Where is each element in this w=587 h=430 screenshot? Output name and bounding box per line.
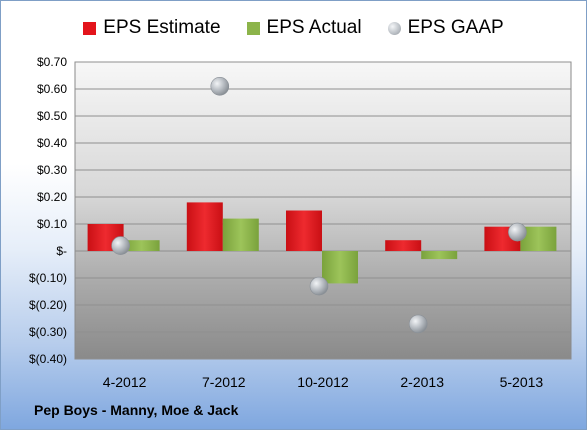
plot-area <box>74 61 572 360</box>
x-tick-label: 2-2013 <box>400 374 444 390</box>
legend-item-eps-estimate: EPS Estimate <box>83 17 221 39</box>
y-tick-label: $0.70 <box>37 55 67 69</box>
legend-label-eps-actual: EPS Actual <box>266 17 362 38</box>
point-eps-gaap <box>210 77 230 96</box>
x-tick-label: 10-2012 <box>297 374 349 390</box>
legend-label-eps-estimate: EPS Estimate <box>103 17 221 38</box>
bar-eps-estimate <box>385 240 422 251</box>
legend-item-eps-gaap: EPS GAAP <box>387 17 504 39</box>
y-tick-label: $0.10 <box>37 217 67 231</box>
x-tick-label: 4-2012 <box>103 374 147 390</box>
x-tick-label: 5-2013 <box>500 374 544 390</box>
y-tick-label: $0.20 <box>37 190 67 204</box>
bar-eps-estimate <box>186 202 223 251</box>
bar-eps-actual <box>421 251 458 260</box>
legend-swatch-eps-actual <box>246 21 260 35</box>
y-tick-label: $(0.10) <box>29 271 67 285</box>
bar-eps-estimate <box>286 210 322 251</box>
legend: EPS Estimate EPS Actual EPS GAAP <box>1 13 586 43</box>
y-tick-label: $(0.30) <box>29 325 67 339</box>
point-eps-gaap <box>111 236 130 255</box>
legend-label-eps-gaap: EPS GAAP <box>407 17 504 38</box>
x-tick-label: 7-2012 <box>202 374 246 390</box>
point-eps-gaap <box>408 314 428 334</box>
bar-eps-actual <box>222 218 259 251</box>
legend-swatch-eps-estimate <box>83 21 97 35</box>
y-tick-label: $- <box>56 244 67 258</box>
point-eps-gaap <box>309 276 329 296</box>
point-eps-gaap <box>508 222 527 242</box>
y-tick-label: $0.60 <box>37 82 67 96</box>
y-tick-label: $0.40 <box>37 136 67 150</box>
bar-eps-actual <box>322 251 358 284</box>
y-tick-label: $0.50 <box>37 109 67 123</box>
legend-swatch-eps-gaap <box>387 21 401 35</box>
legend-item-eps-actual: EPS Actual <box>246 17 362 39</box>
bar-eps-actual <box>123 240 160 251</box>
company-name: Pep Boys - Manny, Moe & Jack <box>34 402 239 418</box>
y-tick-label: $(0.40) <box>29 352 67 366</box>
y-tick-label: $(0.20) <box>29 298 67 312</box>
y-tick-label: $0.30 <box>37 163 67 177</box>
